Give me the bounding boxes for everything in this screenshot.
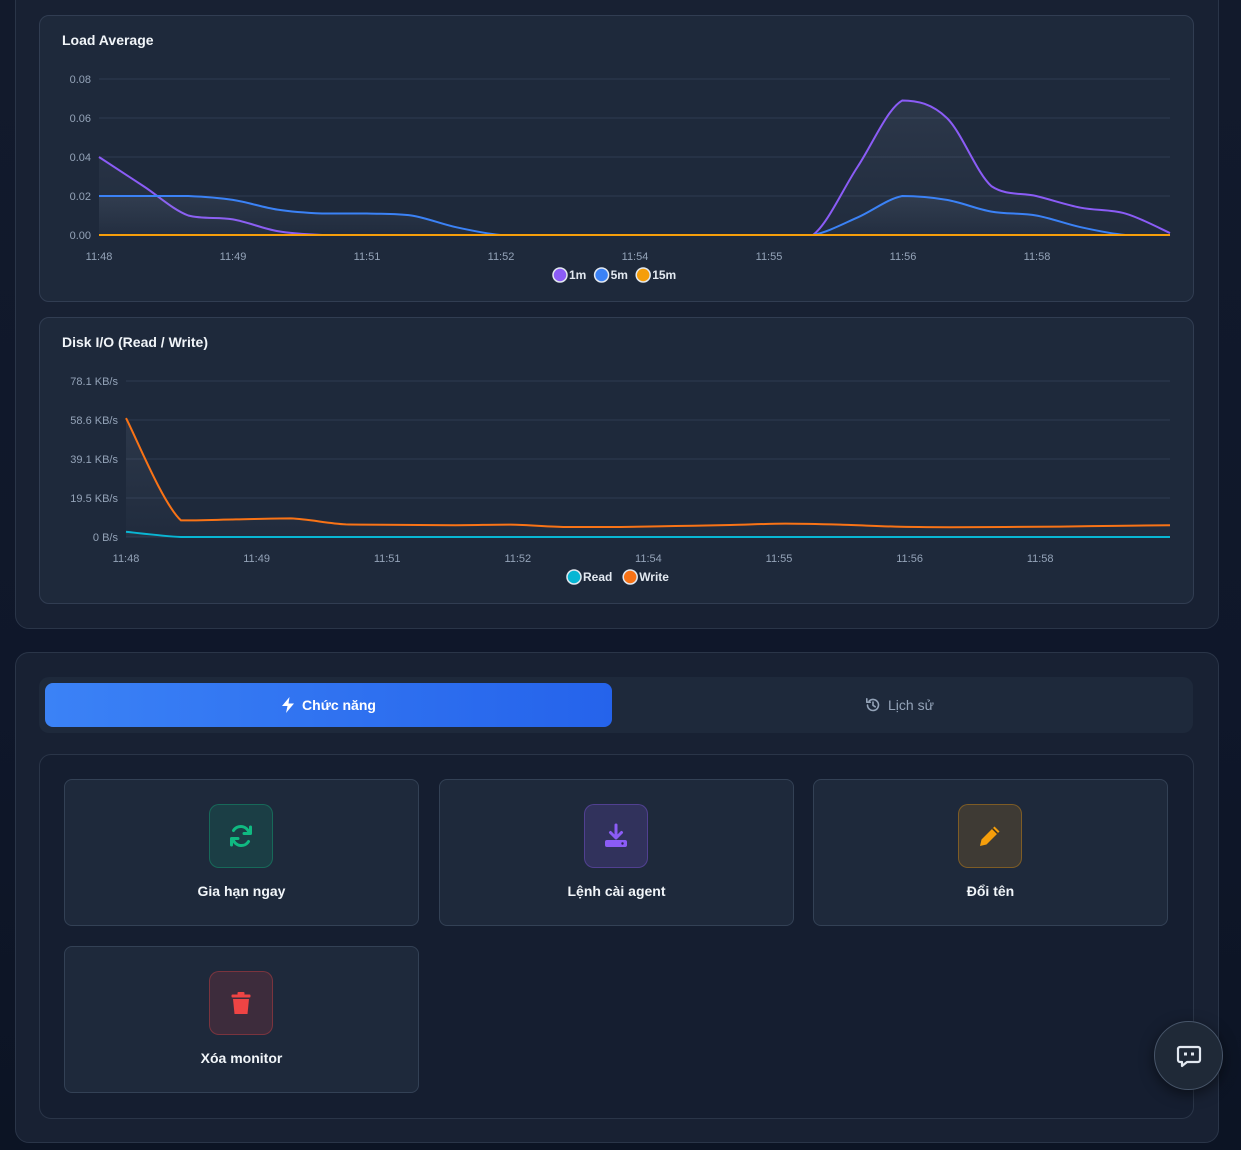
series-area	[99, 196, 1170, 235]
y-tick-label: 0.04	[70, 152, 91, 164]
y-tick-label: 58.6 KB/s	[70, 415, 118, 427]
action-label: Đổi tên	[966, 883, 1015, 899]
action-label: Lệnh cài agent	[567, 883, 666, 899]
x-tick-label: 11:51	[374, 553, 401, 565]
pencil-icon	[980, 826, 1000, 846]
disk-io-chart: 78.1 KB/s 58.6 KB/s 39.1 KB/s 19.5 KB/s 0 B/…	[70, 376, 1171, 585]
legend-item-1m[interactable]: 1m	[552, 267, 586, 283]
x-tick-label: 11:55	[756, 251, 783, 263]
chart-title: Load Average	[62, 32, 154, 48]
y-tick-label: 19.5 KB/s	[70, 493, 118, 505]
legend-label: Read	[583, 570, 612, 584]
rename-icon-box	[958, 804, 1022, 868]
x-tick-label: 11:54	[622, 251, 649, 263]
x-tick-label: 11:51	[354, 251, 381, 263]
legend-swatch	[593, 267, 610, 283]
renew-button[interactable]: Gia hạn ngay	[64, 779, 419, 926]
x-tick-label: 11:56	[896, 553, 923, 565]
delete-icon-box	[209, 971, 273, 1035]
y-tick-label: 78.1 KB/s	[70, 376, 118, 388]
legend-item-15m[interactable]: 15m	[635, 267, 676, 283]
legend-swatch	[635, 267, 651, 283]
load-average-chart: 0.08 0.06 0.04 0.02 0.00 11:48 11:49 11:51 11:52…	[70, 74, 1171, 283]
chat-button[interactable]	[1154, 1021, 1223, 1090]
y-tick-label: 0 B/s	[93, 532, 119, 544]
delete-monitor-button[interactable]: Xóa monitor	[64, 946, 419, 1093]
x-tick-label: 11:49	[220, 251, 247, 263]
tab-label: Chức năng	[302, 697, 376, 713]
x-tick-label: 11:48	[113, 553, 140, 565]
legend-item-5m[interactable]: 5m	[593, 267, 628, 283]
install-agent-button[interactable]: Lệnh cài agent	[439, 779, 794, 926]
x-tick-label: 11:56	[890, 251, 917, 263]
renew-icon-box	[209, 804, 273, 868]
action-label: Gia hạn ngay	[197, 883, 286, 899]
legend-label: 1m	[569, 268, 586, 282]
trash-icon	[231, 992, 251, 1014]
legend-label: 15m	[652, 268, 676, 282]
action-label: Xóa monitor	[200, 1050, 283, 1066]
legend-swatch	[552, 267, 568, 283]
legend-item-write[interactable]: Write	[622, 569, 669, 585]
y-tick-label: 39.1 KB/s	[70, 454, 118, 466]
install-icon-box	[584, 804, 648, 868]
tab-bar: Chức năng Lịch sử	[39, 677, 1193, 733]
series-line-write	[125, 417, 1171, 529]
y-tick-label: 0.06	[70, 113, 91, 125]
x-tick-label: 11:55	[766, 553, 793, 565]
disk-io-card: Disk I/O (Read / Write) 78.1 KB/s 58.6 KB…	[39, 317, 1194, 604]
actions-grid: Gia hạn ngay Lệnh cài agent Đổi tên	[39, 754, 1194, 1119]
legend-label: 5m	[611, 268, 628, 282]
bolt-icon	[282, 697, 295, 713]
y-tick-label: 0.02	[70, 191, 91, 203]
rename-button[interactable]: Đổi tên	[813, 779, 1168, 926]
refresh-icon	[230, 824, 252, 848]
tab-functions[interactable]: Chức năng	[45, 683, 612, 727]
legend-item-read[interactable]: Read	[566, 569, 612, 585]
y-tick-label: 0.08	[70, 74, 91, 86]
tab-label: Lịch sử	[888, 697, 934, 713]
y-tick-label: 0.00	[70, 230, 91, 242]
x-tick-label: 11:52	[488, 251, 515, 263]
legend-swatch	[622, 569, 638, 585]
x-tick-label: 11:49	[243, 553, 270, 565]
history-icon	[866, 698, 880, 712]
x-tick-label: 11:52	[504, 553, 531, 565]
load-average-card: Load Average 0.08 0.06 0.04 0.02 0.00 11:48 11…	[39, 15, 1194, 302]
chart-title: Disk I/O (Read / Write)	[62, 334, 208, 350]
series-area	[126, 418, 1170, 537]
x-tick-label: 11:58	[1027, 553, 1054, 565]
download-icon	[605, 823, 627, 847]
legend-swatch	[566, 569, 582, 585]
legend-label: Write	[639, 570, 669, 584]
x-tick-label: 11:48	[86, 251, 113, 263]
tab-history[interactable]: Lịch sử	[612, 683, 1187, 727]
chat-icon	[1176, 1045, 1201, 1067]
x-tick-label: 11:58	[1024, 251, 1051, 263]
x-tick-label: 11:54	[635, 553, 662, 565]
